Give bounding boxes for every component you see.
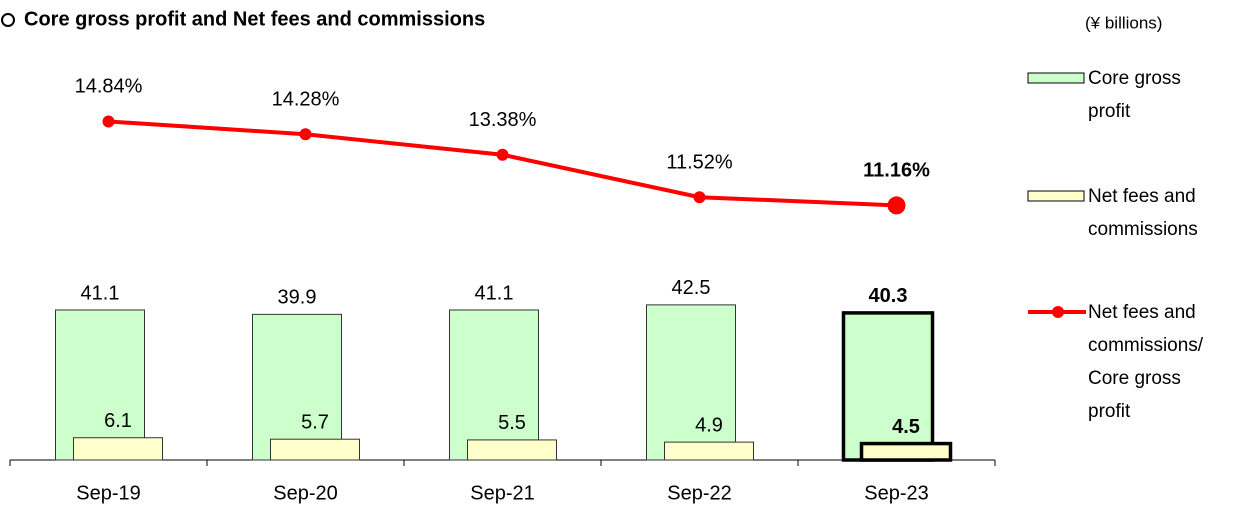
- bar: [449, 309, 539, 461]
- bar: [73, 437, 163, 461]
- x-tick-label: Sep-22: [667, 482, 732, 504]
- legend-label: Net fees and commissions: [1088, 186, 1198, 240]
- x-tick-label: Sep-20: [273, 482, 338, 504]
- data-label: 13.38%: [469, 109, 537, 131]
- data-label: 39.9: [278, 287, 317, 309]
- data-label: 4.5: [892, 416, 920, 438]
- line-marker: [299, 128, 312, 141]
- data-label: 11.52%: [666, 151, 733, 173]
- line-marker: [496, 148, 509, 161]
- legend-swatch: [1052, 306, 1064, 318]
- legend-swatch: [1027, 72, 1085, 84]
- data-label: 41.1: [475, 282, 514, 304]
- data-label: 11.16%: [863, 160, 930, 182]
- data-label: 6.1: [104, 410, 132, 432]
- line-marker: [693, 191, 706, 204]
- legend-label: Core gross profit: [1088, 68, 1181, 122]
- chart-title: Core gross profit and Net fees and commi…: [24, 8, 485, 30]
- line-marker: [102, 115, 115, 128]
- bar: [859, 441, 953, 462]
- bar: [664, 441, 754, 461]
- bar: [467, 439, 557, 461]
- data-label: 5.5: [498, 412, 526, 434]
- bar: [646, 304, 736, 461]
- line-marker: [887, 196, 906, 215]
- x-tick-label: Sep-19: [76, 482, 141, 504]
- legend-swatch: [1027, 190, 1085, 202]
- data-label: 14.84%: [75, 76, 143, 98]
- data-label: 14.28%: [272, 89, 340, 111]
- title-bullet: [1, 13, 15, 27]
- bar: [841, 311, 935, 462]
- data-label: 4.9: [695, 414, 723, 436]
- data-label: 5.7: [301, 411, 329, 433]
- unit-label: (¥ billions): [1085, 13, 1162, 32]
- x-tick-label: Sep-23: [864, 482, 929, 504]
- data-label: 41.1: [81, 282, 120, 304]
- legend-label: Net fees and commissions/ Core gross pro…: [1088, 302, 1204, 422]
- data-label: 42.5: [672, 277, 711, 299]
- data-label: 40.3: [869, 285, 908, 307]
- x-tick-label: Sep-21: [470, 482, 535, 504]
- bar: [270, 438, 360, 461]
- bar: [252, 313, 342, 461]
- line: [108, 119, 897, 208]
